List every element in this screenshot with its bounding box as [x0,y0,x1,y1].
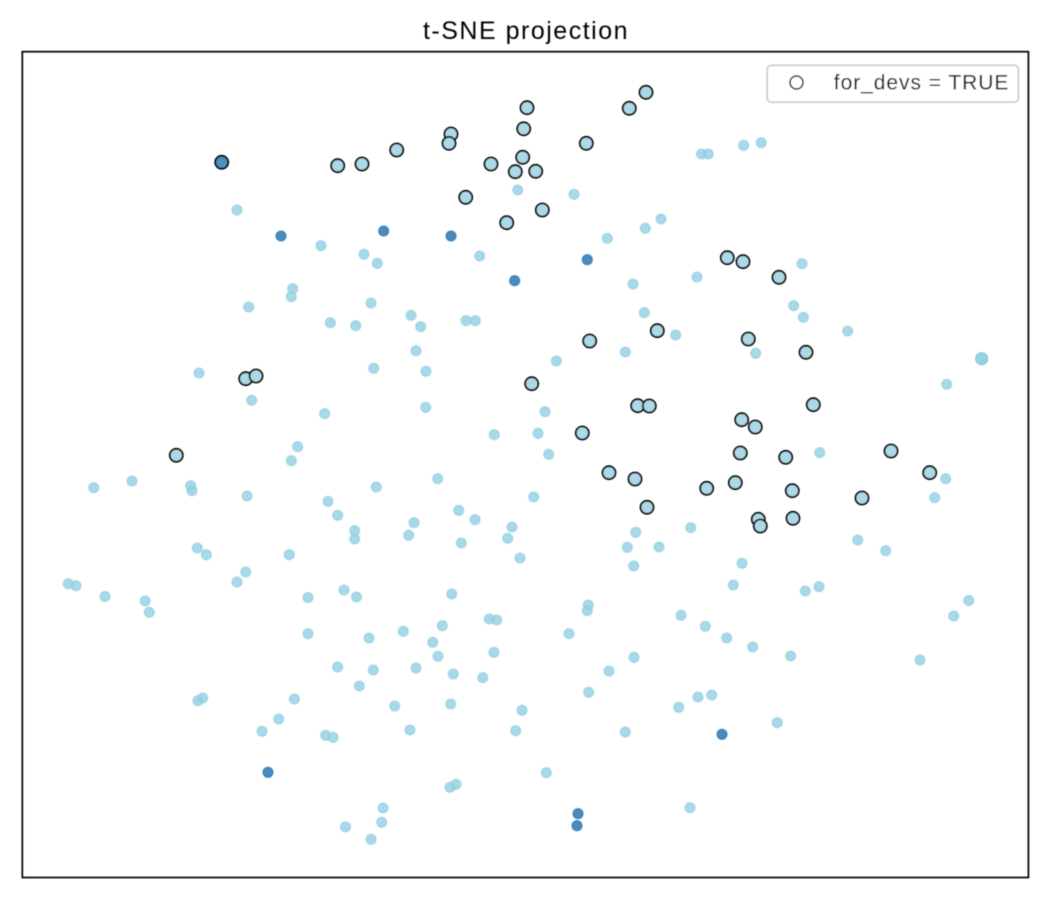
svg-text:for_devs = TRUE: for_devs = TRUE [834,72,1010,95]
svg-text:t-SNE projection: t-SNE projection [423,17,629,45]
